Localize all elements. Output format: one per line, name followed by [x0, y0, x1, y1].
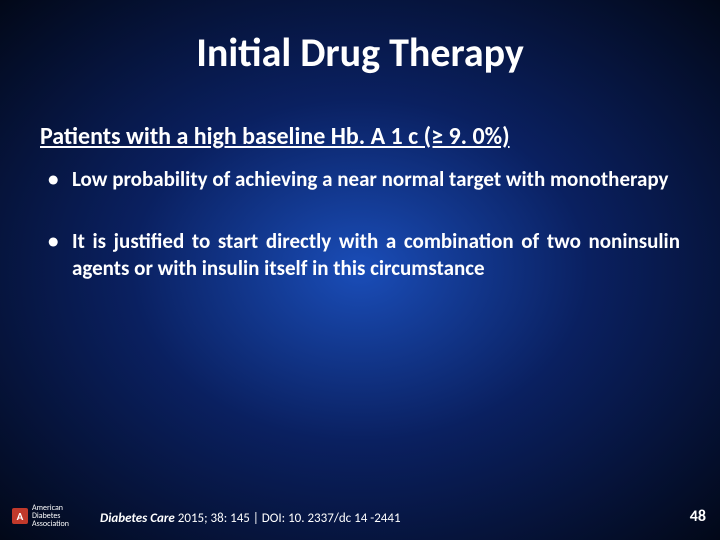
citation: Diabetes Care 2015; 38: 145 | DOI: 10. 2…: [100, 511, 401, 526]
logo-line: Association: [32, 520, 69, 528]
slide-subtitle: Patients with a high baseline Hb. A 1 c …: [40, 122, 680, 151]
logo-text: American Diabetes Association: [32, 504, 69, 528]
bullet-item: It is justified to start directly with a…: [48, 228, 680, 281]
slide: Initial Drug Therapy Patients with a hig…: [0, 0, 720, 540]
ada-logo: A American Diabetes Association: [12, 504, 69, 528]
citation-details: 2015; 38: 145 | DOI: 10. 2337/dc 14 -244…: [178, 511, 401, 526]
slide-title: Initial Drug Therapy: [0, 28, 720, 77]
page-number: 48: [690, 507, 706, 526]
bullet-item: Low probability of achieving a near norm…: [48, 166, 680, 192]
citation-journal: Diabetes Care: [100, 511, 178, 526]
logo-mark: A: [12, 508, 28, 524]
bullet-list: Low probability of achieving a near norm…: [48, 166, 680, 317]
slide-footer: A American Diabetes Association Diabetes…: [0, 500, 720, 530]
